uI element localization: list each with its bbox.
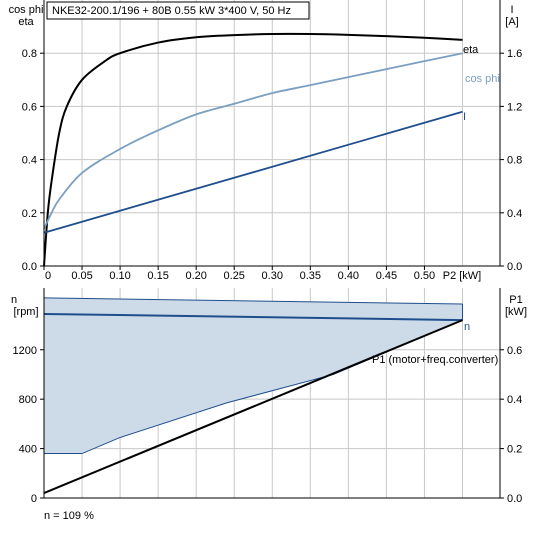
top-x-tick-label: 0.05 — [71, 270, 92, 282]
top-x-tick-label: 0.10 — [109, 270, 130, 282]
top-axes — [43, 0, 501, 267]
top-left-tick-label: 0.0 — [22, 261, 37, 273]
bottom-right-tick-label: 0.2 — [507, 444, 522, 456]
top-series — [43, 32, 463, 267]
bottom-left-tick-label: 400 — [19, 444, 37, 456]
current-curve — [43, 110, 463, 234]
legend-current: I — [463, 111, 466, 123]
bottom-left-axis-label-line2: [rpm] — [13, 306, 38, 318]
bottom-left-tick-label: 1200 — [13, 345, 37, 357]
top-left-tick-label: 0.8 — [22, 48, 37, 60]
bottom-right-tick-label: 0.0 — [507, 493, 522, 505]
top-left-tick-label: 0.6 — [22, 101, 37, 113]
top-x-tick-label: 0.20 — [185, 270, 206, 282]
legend-speed: n — [464, 321, 470, 333]
operating-range-upper-edge — [43, 297, 463, 305]
top-x-tick-label: 0 — [45, 270, 51, 282]
chart-title: NKE32-200.1/196 + 80B 0.55 kW 3*400 V, 5… — [52, 5, 291, 17]
cos-phi-curve — [43, 52, 463, 230]
top-grid — [44, 0, 500, 266]
bottom-left-tick-label: 800 — [19, 394, 37, 406]
top-ticks: 0 0.05 0.10 0.15 0.20 0.25 0.30 0.35 0.40 0.45 0.5… — [22, 48, 523, 282]
top-x-tick-label: 0.35 — [300, 270, 321, 282]
bottom-left-axis-label-line1: n — [11, 294, 17, 306]
x-axis-label: P2 [kW] — [443, 270, 482, 282]
bottom-right-tick-label: 0.4 — [507, 394, 522, 406]
operating-range-area — [44, 297, 463, 454]
top-left-tick-label: 0.2 — [22, 208, 37, 220]
top-right-tick-label: 0.4 — [507, 208, 522, 220]
p1-curve — [43, 319, 463, 494]
top-right-tick-label: 1.2 — [507, 101, 522, 113]
top-x-tick-label: 0.30 — [262, 270, 283, 282]
top-right-axis-label-line2: [A] — [505, 16, 518, 28]
top-x-tick-label: 0.15 — [147, 270, 168, 282]
legend-cos-phi: cos phi — [465, 73, 500, 85]
bottom-series — [43, 297, 463, 494]
speed-percentage-note: n = 109 % — [44, 510, 94, 522]
top-right-tick-label: 1.6 — [507, 48, 522, 60]
top-x-tick-label: 0.50 — [414, 270, 435, 282]
bottom-axes — [43, 288, 501, 499]
bottom-right-axis-label-line1: P1 — [509, 294, 522, 306]
top-panel: 0 0.05 0.10 0.15 0.20 0.25 0.30 0.35 0.40 0.45 0.5… — [9, 0, 523, 282]
eta-curve — [43, 32, 463, 267]
legend-eta: eta — [463, 44, 479, 56]
top-left-axis-label-line1: cos phi — [9, 4, 44, 16]
speed-curve — [43, 312, 463, 322]
legend-p1: P1 (motor+freq.converter) — [372, 354, 498, 366]
bottom-right-axis-label-line2: [kW] — [505, 306, 527, 318]
top-right-tick-label: 0.0 — [507, 261, 522, 273]
top-x-tick-label: 0.25 — [224, 270, 245, 282]
bottom-ticks: 0 400 800 1200 0.0 0.2 0.4 0.6 — [13, 345, 523, 505]
top-left-tick-label: 0.4 — [22, 155, 37, 167]
top-right-axis-label-line1: I — [510, 4, 513, 16]
top-right-tick-label: 0.8 — [507, 155, 522, 167]
top-left-axis-label-line2: eta — [18, 16, 34, 28]
bottom-left-tick-label: 0 — [31, 493, 37, 505]
bottom-right-tick-label: 0.6 — [507, 345, 522, 357]
top-x-tick-label: 0.40 — [338, 270, 359, 282]
title-box — [46, 1, 310, 20]
top-x-tick-label: 0.45 — [376, 270, 397, 282]
